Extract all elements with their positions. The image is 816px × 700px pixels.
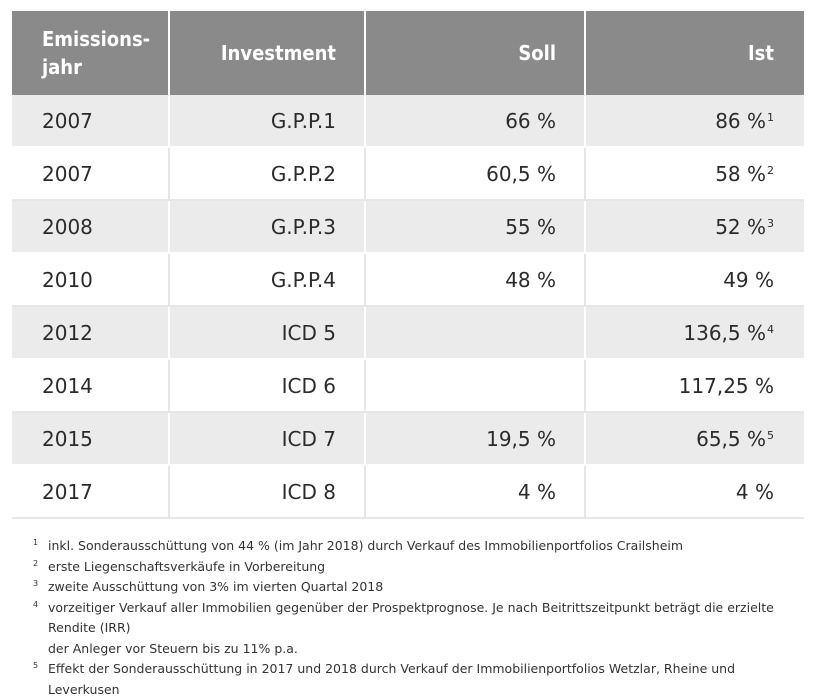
cell-ist-value: 136,5 %	[683, 320, 766, 345]
cell-emissionsjahr-value: 2015	[42, 426, 93, 451]
table-body: 2007 G.P.P.1 66 % 86 %1 2007 G.P.P.2 60,5 % 58 …	[12, 95, 804, 519]
cell-soll: 19,5 %	[365, 412, 586, 466]
footnote-item: 2 erste Liegenschaftsverkäufe in Vorberei…	[33, 557, 793, 578]
table-header: Emissions- jahr Investment Soll Ist	[12, 11, 804, 95]
cell-emissionsjahr: 2010	[12, 253, 170, 307]
cell-investment: ICD 6	[169, 359, 366, 413]
table-row: 2012 ICD 5 136,5 %4	[12, 306, 804, 360]
cell-soll: 66 %	[365, 95, 586, 148]
cell-soll: 55 %	[365, 200, 586, 254]
cell-ist: 52 %3	[585, 200, 804, 254]
cell-ist-value: 117,25 %	[678, 373, 774, 398]
cell-soll-value: 60,5 %	[486, 161, 556, 186]
cell-soll: 60,5 %	[365, 147, 586, 201]
cell-investment-value: ICD 8	[281, 479, 336, 504]
cell-investment-value: ICD 5	[281, 320, 336, 345]
footnote-item: 4 vorzeitiger Verkauf aller Immobilien ge…	[33, 598, 793, 660]
header-emissionsjahr: Emissions- jahr	[12, 11, 170, 95]
cell-ist-value: 86 %	[715, 108, 766, 133]
cell-investment: ICD 7	[169, 412, 366, 466]
footnote-reference: 1	[767, 110, 774, 124]
cell-emissionsjahr-value: 2007	[42, 161, 93, 186]
table-row: 2008 G.P.P.3 55 % 52 %3	[12, 200, 804, 254]
cell-investment: G.P.P.3	[169, 200, 366, 254]
table-row: 2017 ICD 8 4 % 4 %	[12, 465, 804, 519]
cell-investment-value: ICD 6	[281, 373, 336, 398]
table-row: 2014 ICD 6 117,25 %	[12, 359, 804, 413]
header-investment: Investment	[169, 11, 366, 95]
cell-ist-value: 49 %	[723, 267, 774, 292]
table-row: 2007 G.P.P.2 60,5 % 58 %2	[12, 147, 804, 201]
cell-emissionsjahr: 2015	[12, 412, 170, 466]
footnote-marker: 3	[33, 579, 39, 588]
footnote-item: 3 zweite Ausschüttung von 3% im vierten Q…	[33, 577, 793, 598]
cell-soll-value: 55 %	[505, 214, 556, 239]
cell-ist-value: 52 %	[715, 214, 766, 239]
cell-emissionsjahr-value: 2017	[42, 479, 93, 504]
cell-emissionsjahr: 2017	[12, 465, 170, 519]
footnote-reference: 2	[767, 163, 774, 177]
results-table: Emissions- jahr Investment Soll Ist 2007…	[12, 11, 804, 519]
cell-investment: ICD 8	[169, 465, 366, 519]
cell-investment-value: G.P.P.4	[270, 267, 336, 292]
cell-emissionsjahr-value: 2014	[42, 373, 93, 398]
footnote-marker: 1	[33, 538, 39, 547]
cell-investment: G.P.P.1	[169, 95, 366, 148]
cell-soll-value: 4 %	[517, 479, 556, 504]
cell-ist: 86 %1	[585, 95, 804, 148]
footnote-text: erste Liegenschaftsverkäufe in Vorbereit…	[48, 558, 326, 574]
footnote-reference: 5	[767, 428, 774, 442]
cell-emissionsjahr: 2007	[12, 95, 170, 148]
cell-emissionsjahr-value: 2010	[42, 267, 93, 292]
footnotes: 1 inkl. Sonderausschüttung von 44 % (im J…	[33, 536, 793, 700]
cell-ist: 49 %	[585, 253, 804, 307]
cell-soll-value: 48 %	[505, 267, 556, 292]
cell-ist: 136,5 %4	[585, 306, 804, 360]
cell-soll	[365, 306, 586, 360]
header-ist: Ist	[585, 11, 804, 95]
cell-ist: 117,25 %	[585, 359, 804, 413]
cell-investment-value: G.P.P.1	[270, 108, 336, 133]
cell-ist: 4 %	[585, 465, 804, 519]
footnote-item: 5 Effekt der Sonderausschüttung in 2017 u…	[33, 659, 793, 700]
cell-investment-value: G.P.P.2	[270, 161, 336, 186]
cell-emissionsjahr: 2012	[12, 306, 170, 360]
footnote-item: 1 inkl. Sonderausschüttung von 44 % (im J…	[33, 536, 793, 557]
cell-investment: G.P.P.2	[169, 147, 366, 201]
cell-investment-value: ICD 7	[281, 426, 336, 451]
footnote-reference: 4	[767, 322, 774, 336]
footnote-marker: 5	[33, 661, 39, 670]
footnote-text: vorzeitiger Verkauf aller Immobilien geg…	[48, 599, 774, 656]
cell-emissionsjahr-value: 2007	[42, 108, 93, 133]
cell-investment: ICD 5	[169, 306, 366, 360]
header-soll: Soll	[365, 11, 586, 95]
cell-investment: G.P.P.4	[169, 253, 366, 307]
footnote-text: Effekt der Sonderausschüttung in 2017 un…	[48, 661, 736, 697]
cell-ist-value: 4 %	[735, 479, 774, 504]
footnote-text: inkl. Sonderausschüttung von 44 % (im Ja…	[48, 538, 684, 553]
cell-soll: 48 %	[365, 253, 586, 307]
cell-investment-value: G.P.P.3	[270, 214, 336, 239]
footnote-marker: 4	[33, 599, 39, 609]
cell-soll-value: 19,5 %	[486, 426, 556, 451]
cell-soll: 4 %	[365, 465, 586, 519]
cell-emissionsjahr-value: 2008	[42, 214, 93, 239]
cell-soll-value: 66 %	[505, 108, 556, 133]
cell-emissionsjahr: 2007	[12, 147, 170, 201]
table-row: 2007 G.P.P.1 66 % 86 %1	[12, 95, 804, 148]
table-row: 2015 ICD 7 19,5 % 65,5 %5	[12, 412, 804, 466]
cell-emissionsjahr: 2008	[12, 200, 170, 254]
cell-ist-value: 65,5 %	[696, 426, 766, 451]
footnote-text: zweite Ausschüttung von 3% im vierten Qu…	[48, 579, 384, 594]
cell-ist-value: 58 %	[715, 161, 766, 186]
cell-emissionsjahr-value: 2012	[42, 320, 93, 345]
table-row: 2010 G.P.P.4 48 % 49 %	[12, 253, 804, 307]
cell-ist: 58 %2	[585, 147, 804, 201]
cell-soll	[365, 359, 586, 413]
cell-ist: 65,5 %5	[585, 412, 804, 466]
cell-emissionsjahr: 2014	[12, 359, 170, 413]
footnote-reference: 3	[767, 216, 774, 230]
footnote-marker: 2	[33, 558, 39, 568]
